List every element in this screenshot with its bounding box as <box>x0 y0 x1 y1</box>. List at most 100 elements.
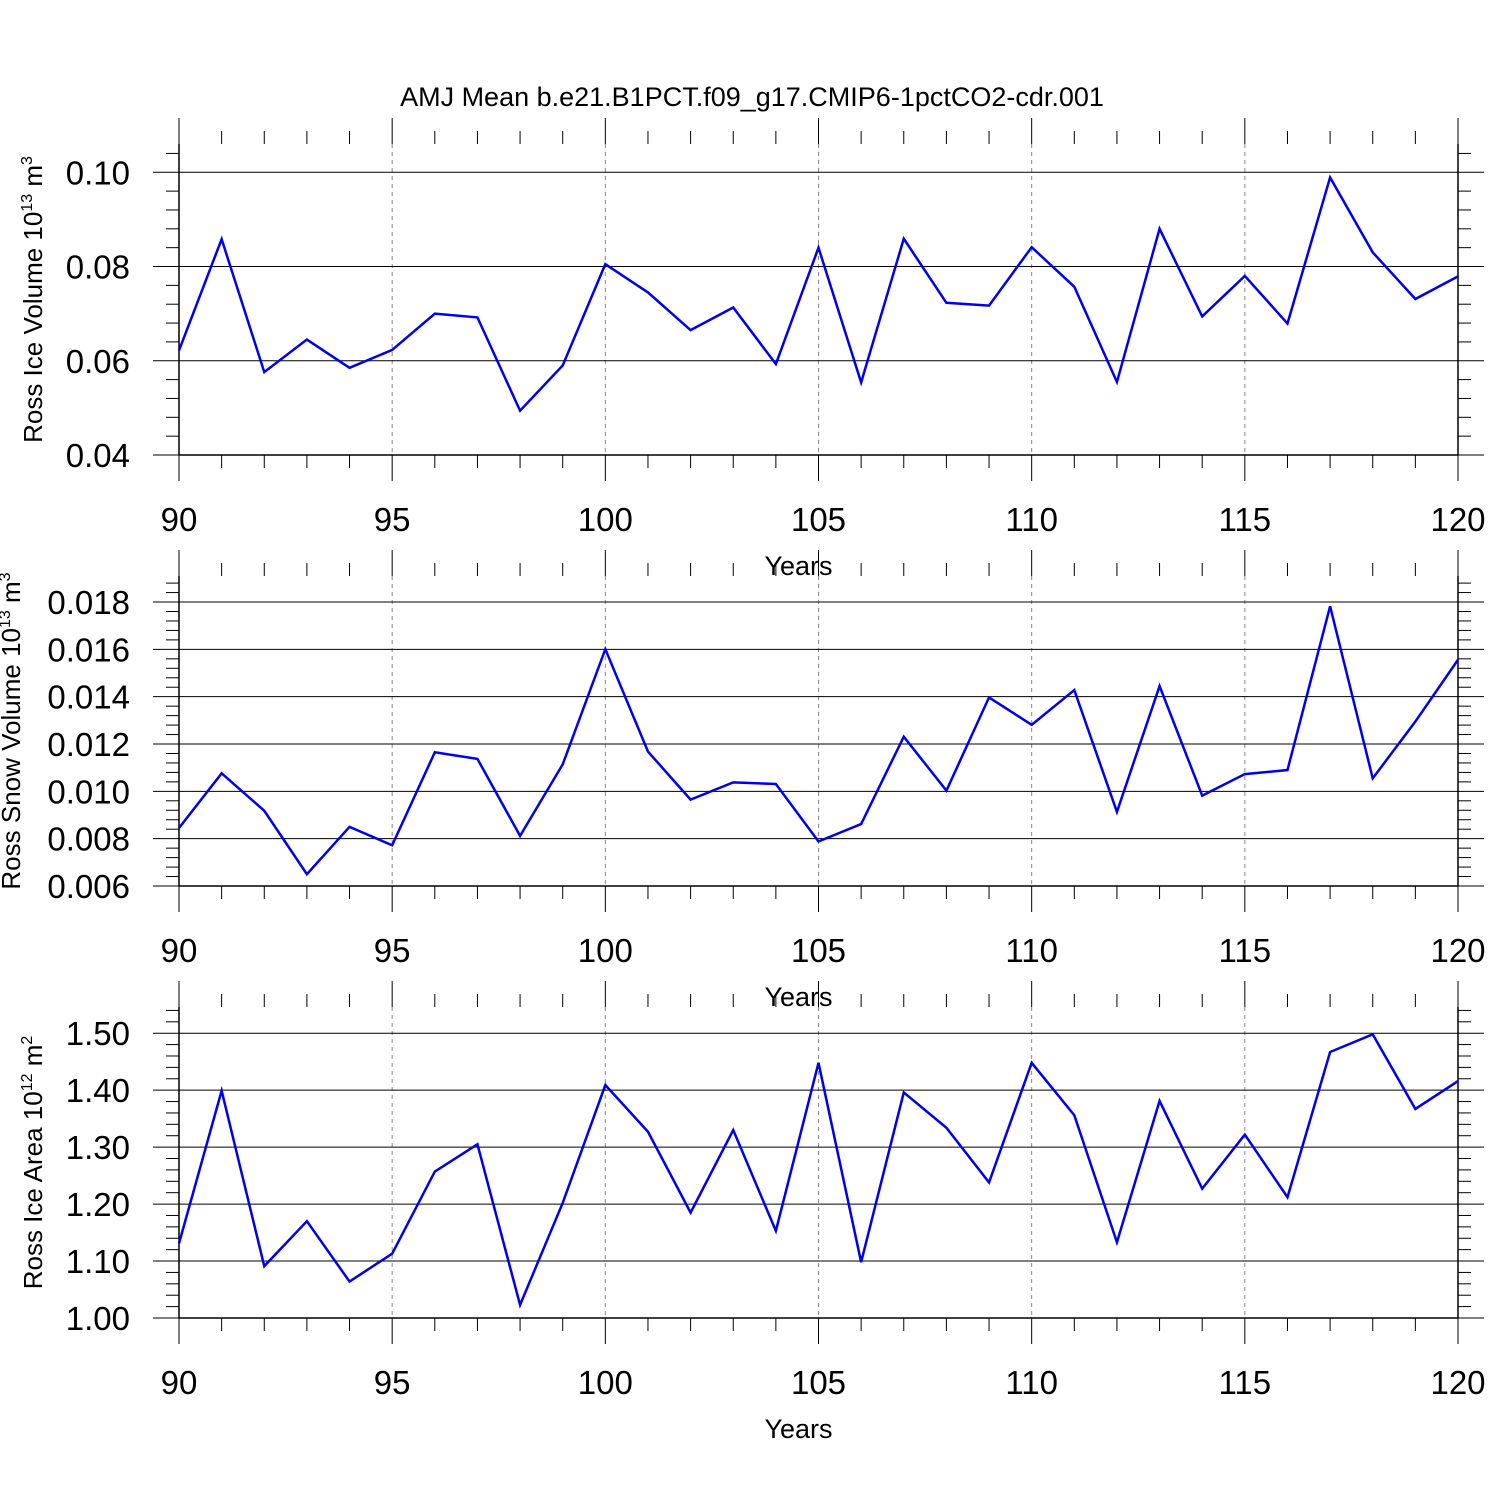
data-point <box>1413 297 1417 301</box>
data-point <box>902 237 906 241</box>
y-axis-label: Ross Snow Volume 1013 m3 <box>0 572 26 889</box>
x-tick-label: 115 <box>1219 932 1272 969</box>
data-point <box>390 1252 394 1256</box>
data-point <box>944 1126 948 1130</box>
data-point <box>944 301 948 305</box>
data-point <box>1413 1107 1417 1111</box>
data-point <box>902 735 906 739</box>
y-axis-label-exponent: 13 <box>19 194 36 212</box>
ice-area-panel: 90 95 100 105 110 115 120 1.00 1.10 1.20 1.30 1.40 1… <box>18 981 1486 1444</box>
x-tick-label: 110 <box>1005 932 1058 969</box>
data-point <box>1328 604 1332 608</box>
y-tick-label: 1.00 <box>66 1300 130 1337</box>
data-point <box>518 409 522 413</box>
data-point <box>1115 380 1119 384</box>
data-point <box>177 1241 181 1245</box>
y-axis-label-main: Ross Ice Area 10 <box>18 1091 48 1289</box>
data-point <box>689 328 693 332</box>
figure-title: AMJ Mean b.e21.B1PCT.f09_g17.CMIP6-1pctC… <box>400 82 1104 112</box>
data-point <box>902 1090 906 1094</box>
snow-volume-series-line <box>178 605 1460 877</box>
y-axis-label-main: Ross Snow Volume 10 <box>0 628 26 890</box>
data-point <box>1243 274 1247 278</box>
data-point <box>1456 1079 1460 1083</box>
x-tick-label: 90 <box>161 932 198 969</box>
x-tick-label: 115 <box>1219 1364 1272 1401</box>
data-point <box>348 1280 352 1284</box>
data-point <box>817 840 821 844</box>
ice-volume-panel: 90 95 100 105 110 115 120 0.04 0.06 0.08 0.10 Years… <box>18 118 1486 581</box>
data-point <box>1456 658 1460 662</box>
data-point <box>1285 1195 1289 1199</box>
data-point <box>305 1219 309 1223</box>
data-point <box>475 1142 479 1146</box>
data-point <box>518 1303 522 1307</box>
y-tick-label: 0.018 <box>47 584 130 621</box>
data-point <box>433 1170 437 1174</box>
data-point <box>774 782 778 786</box>
y-axis-label-exponent: 12 <box>19 1073 36 1091</box>
data-point <box>1115 1240 1119 1244</box>
x-axis-label: Years <box>764 551 832 581</box>
y-tick-label: 0.06 <box>66 343 130 380</box>
x-tick-label: 95 <box>374 932 411 969</box>
data-point <box>1200 314 1204 318</box>
x-tick-label: 105 <box>791 932 846 969</box>
data-point <box>177 348 181 352</box>
data-point <box>1371 1032 1375 1036</box>
data-point <box>390 348 394 352</box>
y-tick-label: 0.012 <box>47 726 130 763</box>
data-point <box>1072 285 1076 289</box>
data-point <box>817 1061 821 1065</box>
data-point <box>1328 1050 1332 1054</box>
x-tick-label: 120 <box>1430 501 1485 538</box>
data-point <box>177 826 181 830</box>
y-tick-label: 1.30 <box>66 1129 130 1166</box>
data-point <box>1371 250 1375 254</box>
x-tick-label: 120 <box>1430 1364 1485 1401</box>
y-tick-label: 0.010 <box>47 773 130 810</box>
data-point <box>262 1264 266 1268</box>
data-point <box>262 370 266 374</box>
data-point <box>944 789 948 793</box>
data-point <box>859 380 863 384</box>
x-tick-label: 105 <box>791 1364 846 1401</box>
y-axis-label-unit: m <box>0 581 26 610</box>
x-tick-label: 110 <box>1005 1364 1058 1401</box>
ice-volume-series-line <box>177 174 1459 413</box>
data-point <box>561 762 565 766</box>
data-point <box>646 1130 650 1134</box>
data-point <box>1158 1099 1162 1103</box>
snow-volume-panel: 90 95 100 105 110 115 120 0.006 0.008 0.010 0.012 0… <box>0 550 1486 1012</box>
data-point <box>731 1128 735 1132</box>
y-axis-label: Ross Ice Volume 1013 m3 <box>18 156 48 443</box>
data-point <box>603 1083 607 1087</box>
y-axis-label-unit-exponent: 3 <box>19 156 36 165</box>
data-point <box>305 872 309 876</box>
x-tick-label: 115 <box>1219 501 1272 538</box>
data-point <box>433 312 437 316</box>
y-axis-label-unit-exponent: 3 <box>0 572 14 581</box>
y-tick-label: 1.20 <box>66 1186 130 1223</box>
data-point <box>561 363 565 367</box>
y-tick-label: 1.40 <box>66 1072 130 1109</box>
data-point <box>305 338 309 342</box>
data-point <box>1328 175 1332 179</box>
data-point <box>1200 1187 1204 1191</box>
x-tick-label: 95 <box>374 1364 411 1401</box>
data-point <box>390 843 394 847</box>
y-tick-label: 0.10 <box>66 154 130 191</box>
data-point <box>987 304 991 308</box>
data-point <box>859 1260 863 1264</box>
data-point <box>1158 684 1162 688</box>
y-axis-label-main: Ross Ice Volume 10 <box>18 212 48 443</box>
y-tick-label: 0.04 <box>66 437 130 474</box>
data-point <box>1158 227 1162 231</box>
y-axis-label-unit-exponent: 2 <box>19 1036 36 1045</box>
data-point <box>689 798 693 802</box>
x-tick-label: 90 <box>161 501 198 538</box>
data-point <box>1030 1061 1034 1065</box>
x-tick-label: 95 <box>374 501 411 538</box>
